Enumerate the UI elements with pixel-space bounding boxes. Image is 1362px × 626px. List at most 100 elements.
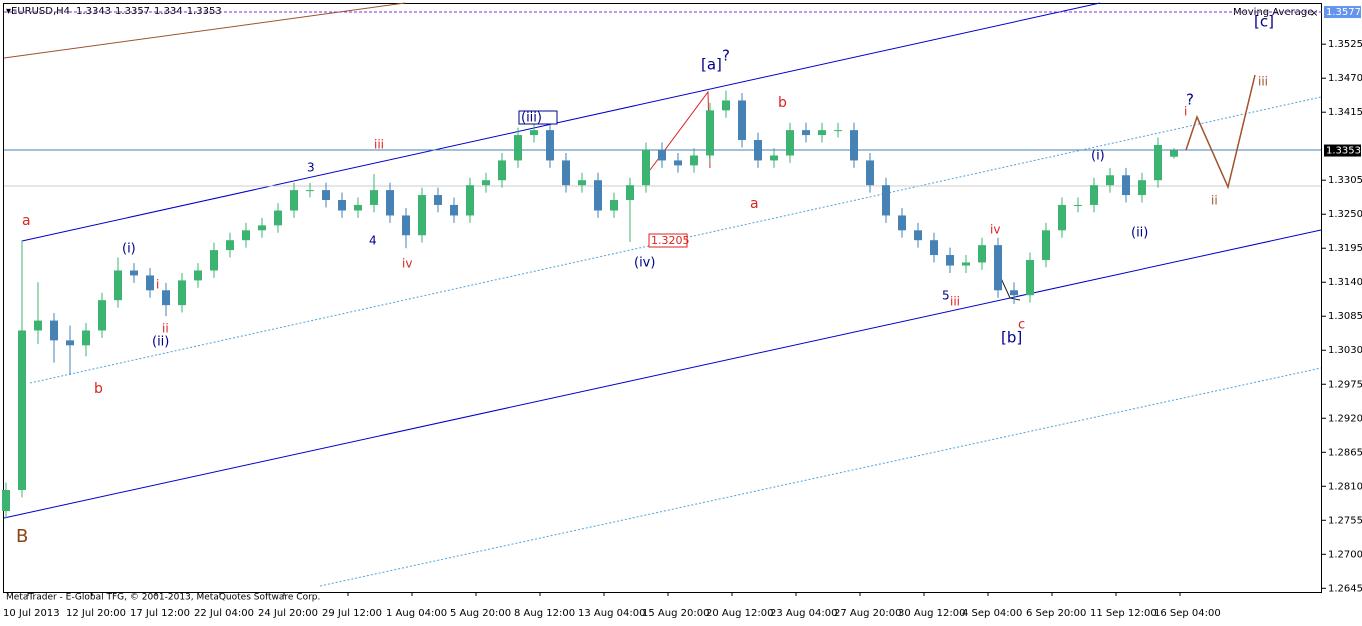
candle-body	[210, 250, 218, 271]
candle-body	[674, 160, 682, 166]
candle-body	[626, 185, 634, 200]
wave-label: ii	[1211, 194, 1218, 208]
candle-body	[514, 135, 522, 161]
candle-body	[1090, 185, 1098, 205]
x-tick-label: 20 Aug 12:00	[706, 608, 773, 619]
candle-body	[706, 110, 714, 156]
candle-body	[930, 240, 938, 256]
candle-body	[1074, 204, 1082, 206]
header-high: 1.3357	[115, 6, 150, 17]
x-tick-label: 22 Jul 04:00	[194, 608, 254, 619]
candle-body	[162, 290, 170, 306]
candle-body	[1154, 144, 1162, 181]
candle-body	[82, 330, 90, 346]
close-indicator[interactable]: ×	[1310, 8, 1318, 19]
candle-body	[226, 240, 234, 251]
trend-line	[3, 2, 406, 59]
candle-body	[66, 340, 74, 346]
y-tick-label: 1.3470	[1328, 73, 1362, 84]
wave-label: ?	[722, 47, 730, 65]
candle-body	[466, 185, 474, 216]
candle-body	[962, 262, 970, 266]
projection-path	[1185, 74, 1256, 190]
level-box	[1324, 6, 1361, 19]
x-tick-label: 4 Sep 04:00	[962, 608, 1022, 619]
wave-label: B	[16, 526, 28, 547]
wave-label: iv	[990, 223, 1000, 237]
candle-body	[1010, 290, 1018, 296]
wave-label: [c]	[1254, 13, 1274, 31]
candle-body	[802, 130, 810, 136]
candle-body	[450, 204, 458, 216]
wave-label: (ii)	[1131, 226, 1148, 241]
candle-body	[690, 155, 698, 166]
candle-body	[402, 215, 410, 236]
candle-body	[242, 230, 250, 241]
y-tick-label: 1.2700	[1328, 549, 1362, 560]
candle-body	[498, 160, 506, 181]
wave-label: ?	[1186, 91, 1194, 109]
candle-body	[1106, 175, 1114, 186]
candle-body	[866, 160, 874, 186]
y-tick-label: 1.2865	[1328, 447, 1362, 458]
x-tick-label: 27 Aug 20:00	[834, 608, 901, 619]
candle-body	[1122, 175, 1130, 196]
wave-label: [b]	[1001, 329, 1022, 347]
wave-label: a	[750, 196, 759, 212]
x-tick-label: 30 Aug 12:00	[898, 608, 965, 619]
wave-label: 5	[942, 289, 950, 303]
candle-body	[178, 280, 186, 306]
candle-body	[818, 130, 826, 136]
candle-body	[610, 200, 618, 211]
wave-label: (iii)	[521, 111, 542, 126]
annotation-box	[648, 233, 688, 248]
wave-label: iii	[950, 295, 960, 309]
channel-line	[319, 367, 1322, 587]
candle-body	[98, 300, 106, 331]
candle-body	[946, 255, 954, 266]
header-open: 1.3343	[76, 6, 111, 17]
candle-body	[338, 200, 346, 211]
wave-label: [a]	[701, 56, 722, 74]
candle-body	[354, 204, 362, 211]
header-close: 1.3353	[187, 6, 222, 17]
price-label: 1.3353	[1326, 146, 1361, 157]
wave-label: a	[22, 213, 31, 229]
candle-body	[562, 160, 570, 186]
candle-body	[146, 275, 154, 291]
y-tick-label: 1.3030	[1328, 345, 1362, 356]
symbol: EURUSD,H4	[11, 6, 70, 17]
candle-body	[578, 180, 586, 186]
x-tick-label: 24 Jul 20:00	[258, 608, 318, 619]
candle-body	[50, 320, 58, 341]
y-tick-label: 1.2810	[1328, 481, 1362, 492]
y-tick-label: 1.3525	[1328, 39, 1362, 50]
candle-body	[658, 149, 666, 161]
y-tick-label: 1.3250	[1328, 209, 1362, 220]
candle-body	[834, 130, 842, 132]
candle-body	[418, 195, 426, 236]
x-tick-label: 29 Jul 12:00	[322, 608, 382, 619]
candle-body	[482, 180, 490, 186]
wave-label: iii	[1258, 75, 1268, 89]
x-tick-label: 17 Jul 12:00	[130, 608, 190, 619]
candle-body	[978, 245, 986, 263]
header: ▾EURUSD,H4 1.3343 1.3357 1.334 1.3353	[6, 6, 222, 17]
footer: MetaTrader - E-Global TFG, © 2001-2013, …	[6, 593, 320, 603]
candle-body	[1042, 230, 1050, 260]
wave-label: i	[156, 278, 159, 292]
candle-body	[434, 195, 442, 205]
x-tick-label: 5 Aug 20:00	[450, 608, 511, 619]
x-tick-label: 6 Sep 20:00	[1026, 608, 1086, 619]
candle-body	[274, 210, 282, 226]
y-tick-label: 1.2975	[1328, 379, 1362, 390]
candle-body	[898, 215, 906, 231]
y-tick-label: 1.3195	[1328, 243, 1362, 254]
candle-body	[914, 230, 922, 241]
header-low: 1.334	[154, 6, 183, 17]
candle-body	[594, 180, 602, 211]
y-tick-label: 1.2645	[1328, 583, 1362, 594]
indicator-label: Moving Average	[1233, 7, 1313, 18]
